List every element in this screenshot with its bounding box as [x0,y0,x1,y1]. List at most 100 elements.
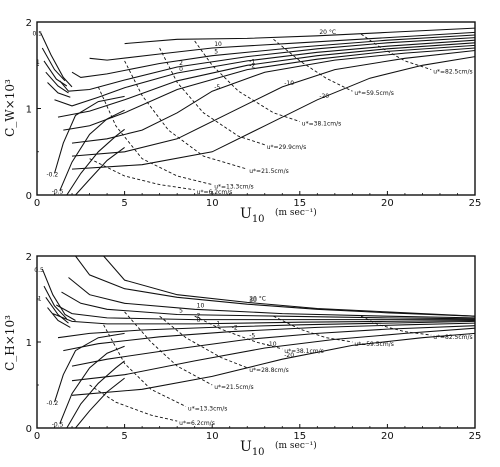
panel-top-stability-curve [124,27,475,45]
panel-bottom-friction-velocity-curve [103,324,187,407]
panel-bottom-x-tick-label: 10 [206,431,219,442]
panel-bottom-stability-curve [56,304,475,321]
panel-top-stability-label: -20 [319,93,329,100]
panel-bottom-stability-curve [71,327,475,382]
panel-top-low-wind-label: 1 [36,59,40,66]
panel-top-low-wind-curve [66,128,125,195]
panel-bottom-low-wind-label: -0.2 [47,400,59,407]
panel-bottom-y-tick-label: 2 [26,252,32,263]
panel-top-x-tick-label: 5 [121,198,127,209]
panel-top-low-wind-label: 0.5 [33,30,43,37]
panel-bottom-y-tick-label: 1 [26,338,32,349]
panel-bottom-stability-label: -10 [267,341,277,348]
panel-top-friction-velocity-label: u*=38.1cm/s [302,120,341,127]
panel-bottom-friction-velocity-label: u*=82.5cm/s [433,334,472,341]
panel-top-x-tick-label: 0 [34,198,40,209]
panel-bottom-stability-label: 5 [179,307,183,314]
panel-bottom-low-wind-label: -0.5 [52,422,64,429]
panel-bottom-stability-label: -2 [232,325,238,332]
panel-top-stability-curve [57,42,475,118]
panel-bottom-low-wind-label: 0.5 [34,267,44,274]
panel-bottom-friction-velocity-curve [273,315,353,343]
panel-top-friction-velocity-label: u*=59.5cm/s [354,90,393,97]
panel-top-friction-velocity-curve [97,86,213,186]
panel-bottom-friction-velocity-label: u*=6.2cm/s [179,420,215,427]
panel-bottom-x-tick-label: 20 [381,431,394,442]
panel-top-x-axis-label: U10 [240,206,265,225]
panel-top-friction-velocity-label: u*=82.5cm/s [433,69,472,76]
panel-bottom-stability-label: 2 [197,313,201,320]
panel-top-friction-velocity-label: u*=29.9cm/s [267,144,306,151]
panel-top-friction-velocity-curve [194,40,300,122]
panel-bottom-stability-curve [57,320,475,339]
panel-top-friction-velocity-curve [273,38,353,92]
panel-top-friction-velocity-label: u*=21.5cm/s [249,168,288,175]
panel-bottom-stability-label: -1 [214,320,220,327]
panel-top-stability-curve [89,31,475,61]
panel-top-stability-curve [71,49,475,157]
panel-top-stability-label: 20 °C [319,29,336,36]
panel-bottom-stability-label: -20 [284,352,294,359]
panel-top-stability-label: 0 [179,66,183,73]
panel-top-stability-label: -10 [284,80,294,87]
panel-top-low-wind-curve [40,32,73,88]
panel-bottom-x-tick-label: 5 [121,431,127,442]
panel-bottom-stability-curve [63,322,475,352]
panel-top-y-tick-label: 1 [26,105,32,116]
panel-bottom-low-wind-curve [75,377,125,428]
panel-bottom-friction-velocity-curve [124,311,213,386]
panel-top-x-tick-label: 10 [206,198,219,209]
panel-bottom-x-tick-label: 15 [293,431,306,442]
panel-top-x-tick-label: 15 [293,198,306,209]
panel-bottom-stability-curve [71,332,475,396]
panel-bottom-x-axis-label: U10 [240,439,265,458]
panel-bottom-low-wind-curve [66,360,125,428]
panel-bottom-x-tick-label: 0 [34,431,40,442]
panel-top-low-wind-label: -0.5 [52,189,64,196]
panel-top-low-wind-curve [45,71,69,94]
panel-top-stability-curve [71,47,475,144]
panel-top-y-tick-label: 0 [26,191,32,202]
panel-bottom-stability-label: 0 [197,317,201,324]
panel-top-low-wind-curve [75,146,125,195]
panel-top-stability-label: 5 [214,49,218,56]
panel-bottom-y-tick-label: 0 [26,424,32,435]
panel-top-stability-label: 10 [214,41,222,48]
panel-top-friction-velocity-label: u*=6.2cm/s [197,189,233,196]
panel-bottom-stability-curve [52,313,475,325]
panel-bottom-low-wind-curve [59,345,125,424]
panel-bottom-friction-velocity-label: u*=38.1cm/s [284,348,323,355]
panel-bottom-friction-velocity-label: u*=21.5cm/s [214,384,253,391]
panel-top-friction-velocity-curve [89,158,195,191]
panel-top-stability-curve [71,56,475,170]
panel-top-stability-label: -1 [249,58,255,65]
panel-bottom-friction-velocity-label: u*=28.8cm/s [249,367,288,374]
panel-bottom-low-wind-curve [47,307,71,328]
panel-bottom-friction-velocity-curve [194,315,283,350]
panel-bottom-friction-velocity-curve [360,315,432,336]
panel-top-x-axis-unit: (m sec⁻¹) [275,207,317,218]
panel-bottom-low-wind-curve [45,296,69,324]
panel-bottom-plot-frame [36,255,476,429]
panel-top-friction-velocity-curve [159,47,265,146]
panel-bottom-stability-label: 10 [197,302,205,309]
panel-bottom-friction-velocity-curve [159,315,248,369]
panel-top-y-axis-label: C_W×10³ [3,79,17,137]
panel-bottom-friction-velocity-label: u*=59.5cm/s [354,341,393,348]
panel-bottom-low-wind-label: 1 [38,295,42,302]
panel-top-friction-velocity-curve [360,33,432,71]
panel-top-stability-label: 2 [179,60,183,67]
panel-top-x-tick-label: 25 [469,198,482,209]
panel-top-low-wind-curve [41,47,66,82]
panel-bottom-x-axis-unit: (m sec⁻¹) [275,440,317,451]
panel-bottom-stability-label: -5 [249,332,255,339]
panel-top-friction-velocity-curve [124,60,248,170]
panel-top-low-wind-curve [59,109,125,191]
panel-top-stability-curve [63,44,475,131]
panel-bottom-friction-velocity-label: u*=13.3cm/s [188,406,227,413]
panel-top-low-wind-curve [43,60,68,87]
panel-bottom-stability-label: 30 [249,297,257,304]
panel-bottom-low-wind-curve [53,332,125,403]
panel-bottom-low-wind-curve [43,285,68,320]
